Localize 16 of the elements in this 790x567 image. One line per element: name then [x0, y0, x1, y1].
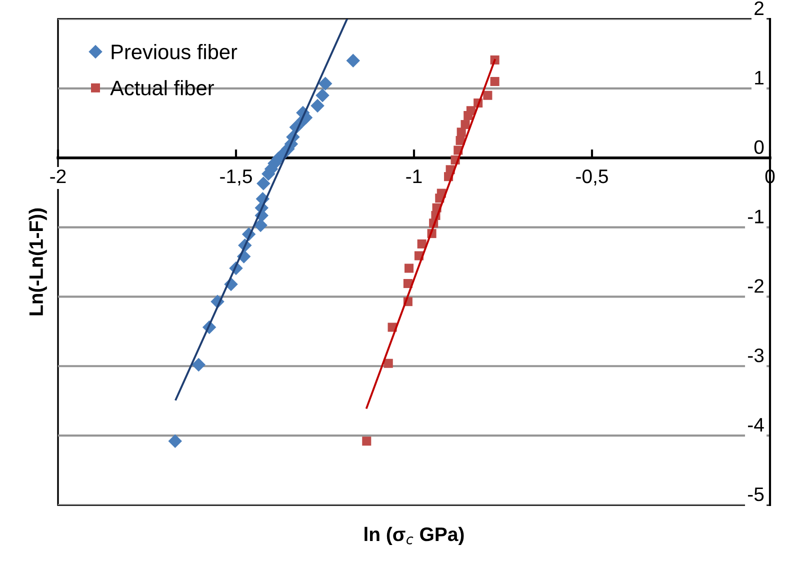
x-tick-label: -1 [406, 170, 422, 184]
x-tick-label: -1,5 [220, 170, 252, 186]
legend-label: Actual fiber [110, 80, 214, 96]
y-tick-label: -2 [748, 279, 764, 293]
legend-label: Previous fiber [112, 44, 238, 60]
y-tick-label: 1 [755, 71, 764, 84]
x-axis-title: ln (σ$_{c}$ GPa) [364, 526, 464, 545]
y-tick-label: -4 [748, 418, 764, 432]
y-tick-label: -1 [748, 210, 764, 224]
x-tick-label: -0,5 [576, 169, 608, 186]
y-tick-label: 0 [754, 140, 764, 154]
y-axis-title: Ln(-Ln(1-F)) [28, 208, 47, 316]
y-tick-label: -5 [748, 488, 764, 502]
x-tick-label: -2 [50, 169, 66, 184]
y-tick-label: -3 [748, 348, 764, 362]
y-tick-label: 2 [754, 1, 764, 15]
